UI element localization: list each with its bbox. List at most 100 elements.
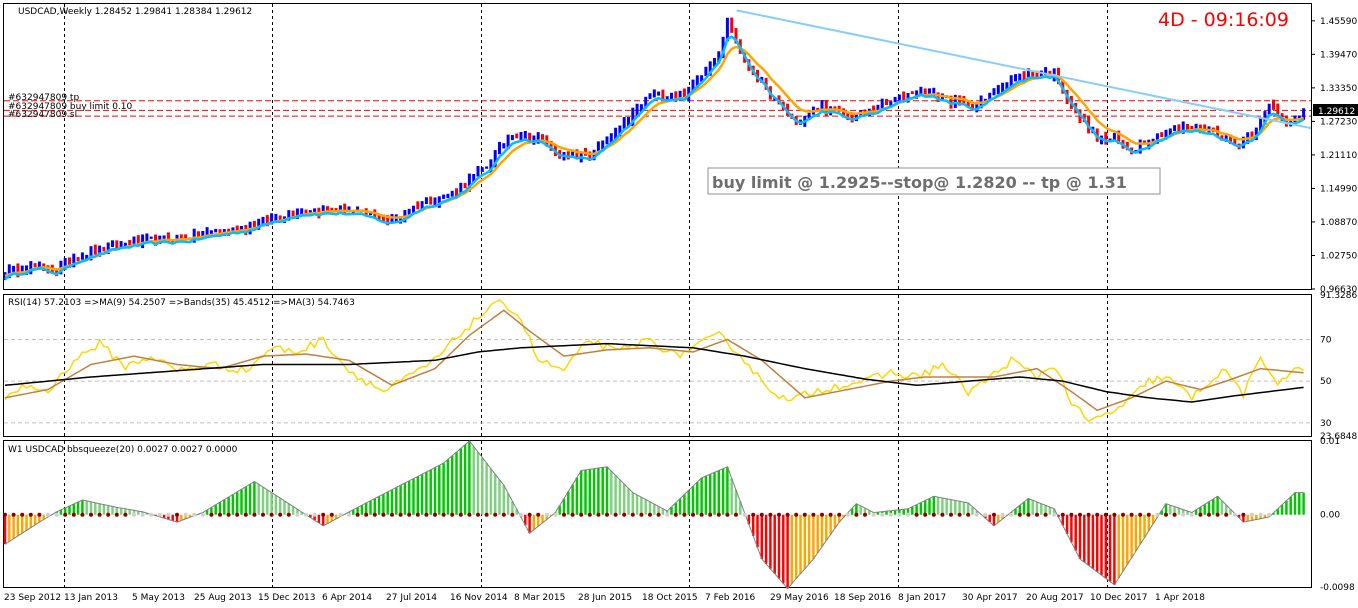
squeeze-dot <box>63 512 68 517</box>
squeeze-dot <box>71 512 76 517</box>
x-axis-label: 25 Aug 2013 <box>194 593 252 603</box>
squeeze-dot <box>166 512 171 517</box>
order-label-tp: #632947809 tp <box>8 93 79 103</box>
squeeze-dot <box>415 512 420 517</box>
squeeze-dot <box>1052 512 1057 517</box>
squeeze-dot <box>226 512 231 517</box>
squeeze-dot <box>1121 512 1125 517</box>
squeeze-dot <box>630 512 635 517</box>
squeeze-dot <box>501 512 506 517</box>
squeeze-dot <box>467 512 472 517</box>
order-label-buy-limit: #632947809 buy limit 0.10 <box>8 102 133 112</box>
squeeze-dot <box>1155 512 1160 517</box>
squeeze-dot <box>97 512 102 517</box>
x-axis-label: 8 Jan 2017 <box>898 593 946 603</box>
squeeze-dot <box>596 512 601 517</box>
squeeze-dot <box>1129 512 1134 517</box>
y-tick-label: 1.45590 <box>1320 17 1357 27</box>
squeeze-dot <box>1095 512 1100 517</box>
squeeze-dot <box>880 512 885 517</box>
squeeze-dot <box>149 512 154 517</box>
y-tick-label: 1.39470 <box>1320 50 1357 60</box>
squeeze-dot <box>1138 512 1143 517</box>
squeeze-dot <box>742 512 747 517</box>
squeeze-dot <box>510 512 515 517</box>
squeeze-dot <box>321 512 326 517</box>
squeeze-dot <box>261 512 265 517</box>
squeeze-dot <box>347 512 351 517</box>
squeeze-dot <box>613 512 618 517</box>
squeeze-dot <box>89 512 93 517</box>
squeeze-dot <box>295 512 300 517</box>
x-axis-label: 23 Sep 2012 <box>4 593 61 603</box>
squeeze-dot <box>1250 512 1254 517</box>
squeeze-dot <box>1258 512 1263 517</box>
note-box <box>707 167 1161 195</box>
squeeze-dot <box>759 512 764 517</box>
squeeze-dot <box>544 512 549 517</box>
squeeze-dot <box>863 512 867 517</box>
squeeze-dot <box>192 512 197 517</box>
squeeze-dot <box>304 512 308 517</box>
x-axis-label: 16 Nov 2014 <box>450 593 508 603</box>
squeeze-dot <box>364 512 369 517</box>
squeeze-dot <box>579 512 584 517</box>
squeeze-dot <box>570 512 575 517</box>
squeeze-dot <box>450 512 455 517</box>
rsi-tick-label: 50 <box>1320 377 1332 387</box>
squeeze-dot <box>1241 512 1246 517</box>
squeeze-dot <box>949 512 953 517</box>
squeeze-dot <box>1069 512 1074 517</box>
squeeze-dot <box>484 512 489 517</box>
bbsqueeze-header: W1 USDCAD bbsqueeze(20) 0.0027 0.0027 0.… <box>8 445 238 455</box>
x-axis-label: 8 Mar 2015 <box>514 593 565 603</box>
squeeze-dot <box>11 512 16 517</box>
x-axis-label: 28 Jun 2015 <box>578 593 632 603</box>
squeeze-dot <box>587 512 592 517</box>
x-axis-label: 30 Apr 2017 <box>962 593 1018 603</box>
squeeze-dot <box>243 512 248 517</box>
squeeze-dot <box>80 512 85 517</box>
squeeze-dot <box>123 512 128 517</box>
squeeze-dot <box>338 512 343 517</box>
main-panel[interactable] <box>3 3 1312 290</box>
squeeze-dot <box>562 512 566 517</box>
x-axis-label: 20 Aug 2017 <box>1026 593 1084 603</box>
squeeze-dot <box>906 512 910 517</box>
squeeze-dot <box>828 512 833 517</box>
current-price: 1.29612 <box>1318 107 1355 117</box>
squeeze-dot <box>424 512 429 517</box>
slow-ma-line <box>4 45 1304 278</box>
x-axis-label: 15 Dec 2013 <box>258 593 316 603</box>
x-axis-label: 5 May 2013 <box>132 593 185 603</box>
squeeze-dot <box>200 512 205 517</box>
squeeze-dot <box>682 512 687 517</box>
y-tick-label: 1.21110 <box>1320 151 1357 161</box>
countdown-timer: 4D - 09:16:09 <box>1158 9 1289 31</box>
squeeze-dot <box>28 512 33 517</box>
squeeze-dot <box>398 512 403 517</box>
squeeze-dot <box>966 512 971 517</box>
squeeze-dot <box>802 512 807 517</box>
squeeze-dot <box>1215 512 1220 517</box>
squeeze-dot <box>286 512 291 517</box>
squeeze-dot <box>871 512 876 517</box>
rsi-panel[interactable] <box>3 294 1312 437</box>
squeeze-dot <box>1078 512 1082 517</box>
squeeze-dot <box>1172 512 1177 517</box>
squeeze-dot <box>37 512 42 517</box>
trendline <box>736 9 1312 130</box>
squeeze-dot <box>1198 512 1203 517</box>
squeeze-dot <box>1086 512 1091 517</box>
squeeze-dot <box>527 512 532 517</box>
squeeze-dot <box>312 512 317 517</box>
squeeze-dot <box>768 512 773 517</box>
rsi-tick-label: 91.3286 <box>1320 291 1357 301</box>
squeeze-dot <box>957 512 962 517</box>
rsi-tick-label: 70 <box>1320 335 1332 345</box>
squeeze-dot <box>1112 512 1117 517</box>
squeeze-dot <box>639 512 644 517</box>
squeeze-dot <box>175 512 179 517</box>
squeeze-dot <box>278 512 283 517</box>
